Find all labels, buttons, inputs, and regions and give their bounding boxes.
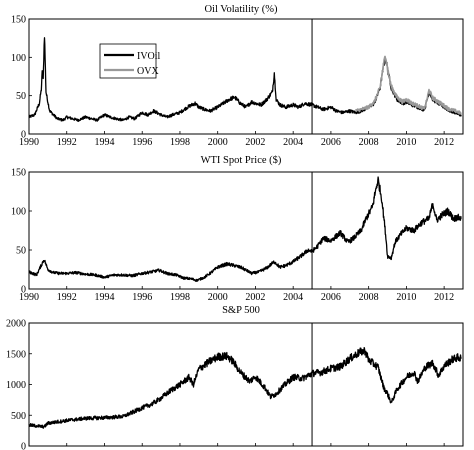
ovx-line — [355, 55, 462, 115]
x-tick-label: 2000 — [208, 292, 228, 303]
series-line — [28, 346, 462, 429]
oil-volatility-panel: Oil Volatility (%) 1990 1992 1994 1996 1998 2… — [11, 4, 464, 149]
legend-ovx-label: OVX — [137, 66, 159, 77]
sp500-panel: S&P 500 19901992199419961998200020022004… — [6, 305, 464, 450]
x-tick-label: 1996 — [132, 292, 152, 303]
legend-ivoil-label: IVOil — [137, 51, 161, 62]
x-tick-label: 2004 — [283, 292, 303, 303]
y-tick-label: 0 — [21, 130, 26, 141]
x-tick-label: 2000 — [208, 137, 228, 148]
y-tick-label: 1000 — [6, 380, 26, 391]
x-tick-label: 2010 — [396, 292, 416, 303]
x-tick-label: 1992 — [57, 292, 77, 303]
wti-price-ticks: 1990 1992 1994 1996 1998 2000 2002 2004 2006 2008… — [11, 168, 454, 304]
oil-volatility-title: Oil Volatility (%) — [204, 4, 278, 15]
wti-price-panel: WTI Spot Price ($) 1990 1992 1994 1996 1998 2… — [11, 155, 464, 304]
sp500-frame — [28, 322, 464, 447]
oil-volatility-ticks: 1990 1992 1994 1996 1998 2000 2002 2004 2006 2008… — [11, 15, 454, 149]
x-tick-label: 1990 — [19, 292, 39, 303]
wti-price-title: WTI Spot Price ($) — [201, 155, 282, 166]
sp500-title: S&P 500 — [222, 305, 260, 316]
x-tick-label: 2012 — [434, 137, 454, 148]
oil-volatility-series — [28, 37, 462, 122]
x-tick-label: 2002 — [245, 292, 265, 303]
x-tick-label: 2008 — [359, 137, 379, 148]
x-tick-label: 2004 — [283, 137, 303, 148]
series-line — [28, 176, 462, 282]
x-tick-label: 2006 — [321, 137, 341, 148]
sp500-ticks: 1990199219941996199820002002200420062008… — [6, 319, 454, 450]
wti-price-series — [28, 176, 462, 282]
ivoil-line — [28, 37, 462, 122]
x-tick-label: 1994 — [94, 137, 114, 148]
sp500-series — [28, 346, 462, 429]
x-tick-label: 1992 — [57, 137, 77, 148]
x-tick-label: 2008 — [359, 292, 379, 303]
x-tick-label: 2006 — [321, 292, 341, 303]
y-tick-label: 1500 — [6, 349, 26, 360]
y-tick-label: 150 — [11, 15, 26, 26]
y-tick-label: 100 — [11, 207, 26, 218]
x-tick-label: 1990 — [19, 137, 39, 148]
y-tick-label: 50 — [16, 246, 26, 257]
x-tick-label: 1998 — [170, 137, 190, 148]
x-tick-label: 1996 — [132, 137, 152, 148]
y-tick-label: 2000 — [6, 319, 26, 330]
x-tick-label: 1998 — [170, 292, 190, 303]
x-tick-label: 2002 — [245, 137, 265, 148]
y-tick-label: 100 — [11, 53, 26, 64]
legend-box — [99, 43, 157, 79]
y-tick-label: 150 — [11, 168, 26, 179]
oil-volatility-legend: IVOil OVX — [99, 43, 161, 79]
x-tick-label: 2010 — [396, 137, 416, 148]
x-tick-label: 1994 — [94, 292, 114, 303]
wti-price-frame — [28, 171, 464, 290]
x-tick-label: 2012 — [434, 292, 454, 303]
y-tick-label: 0 — [21, 285, 26, 296]
y-tick-label: 0 — [21, 442, 26, 450]
y-tick-label: 500 — [11, 411, 26, 422]
oil-volatility-frame — [28, 18, 464, 135]
y-tick-label: 50 — [16, 91, 26, 102]
